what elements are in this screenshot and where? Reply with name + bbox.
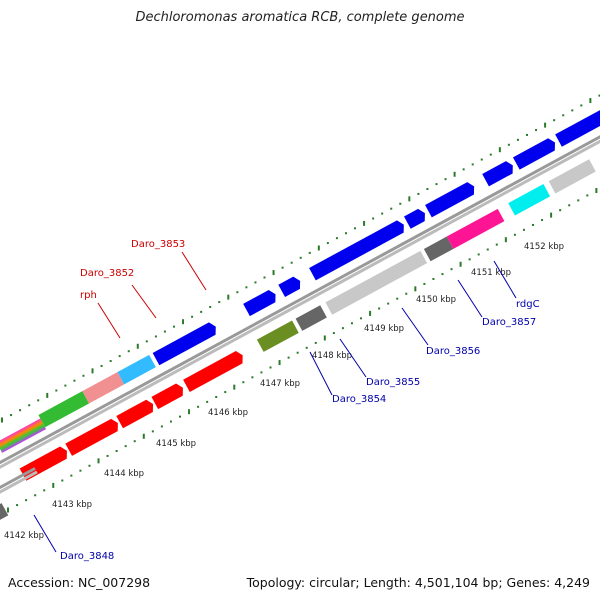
gene-green bbox=[38, 391, 90, 428]
gene-magenta bbox=[446, 208, 505, 249]
forward-genes bbox=[0, 109, 600, 453]
tick-label: 4152 kbp bbox=[524, 242, 564, 252]
gene-lightgrey-2 bbox=[548, 159, 596, 194]
map-title: Dechloromonas aromatica RCB, complete ge… bbox=[135, 10, 465, 25]
gene-red-5 bbox=[183, 351, 243, 392]
genome-summary-text: Topology: circular; Length: 4,501,104 bp… bbox=[246, 575, 590, 590]
kbp-labels: 4142 kbp 4143 kbp 4144 kbp 4145 kbp 4146… bbox=[4, 242, 564, 541]
gene-lightgrey bbox=[325, 250, 428, 315]
gene-olive bbox=[256, 320, 299, 352]
lower-segment bbox=[0, 467, 38, 541]
gene-multicolor bbox=[0, 418, 47, 453]
tick-dots bbox=[1, 94, 600, 513]
gene-label-daro3853: Daro_3853 bbox=[131, 239, 185, 250]
tick-label: 4146 kbp bbox=[208, 408, 248, 418]
gene-skyblue bbox=[117, 354, 156, 385]
genome-track bbox=[0, 109, 600, 481]
gene-darkgrey-2 bbox=[423, 236, 454, 262]
backbone-inner bbox=[0, 132, 600, 479]
gene-label-daro3855: Daro_3855 bbox=[366, 377, 420, 388]
tick-label: 4151 kbp bbox=[471, 268, 511, 278]
tick-label: 4148 kbp bbox=[312, 351, 352, 361]
tick-label: 4149 kbp bbox=[364, 324, 404, 334]
gene-red-4 bbox=[151, 383, 183, 410]
gene-red-3 bbox=[116, 399, 154, 429]
gene-red-2 bbox=[65, 418, 118, 456]
reverse-genes bbox=[19, 159, 596, 481]
gene-label-daro3854: Daro_3854 bbox=[332, 394, 386, 405]
gene-darkgrey-1 bbox=[295, 305, 327, 331]
gene-red-1 bbox=[19, 446, 67, 481]
accession-text: Accession: NC_007298 bbox=[8, 575, 151, 590]
gene-label-rdgc: rdgC bbox=[516, 299, 540, 310]
tick-label: 4150 kbp bbox=[416, 295, 456, 305]
gene-blue-g bbox=[555, 109, 600, 147]
gene-label-daro3856: Daro_3856 bbox=[426, 346, 480, 357]
gene-label-daro3852: Daro_3852 bbox=[80, 268, 134, 279]
gene-blue-d bbox=[425, 182, 475, 218]
gene-salmon bbox=[82, 372, 125, 404]
tick-label: 4147 kbp bbox=[260, 379, 300, 389]
gene-label-daro3848: Daro_3848 bbox=[60, 551, 114, 562]
leader-lines bbox=[33, 251, 517, 553]
gene-cyan bbox=[508, 184, 551, 216]
gene-labels: Daro_3853 Daro_3852 rph Daro_3854 Daro_3… bbox=[60, 239, 540, 562]
gene-blue-f bbox=[512, 138, 555, 170]
gene-blue-3856 bbox=[309, 220, 404, 281]
tick-label: 4143 kbp bbox=[52, 500, 92, 510]
gene-blue-c bbox=[404, 208, 425, 229]
gene-blue-e bbox=[482, 161, 513, 187]
tick-label: 4142 kbp bbox=[4, 531, 44, 541]
gene-blue-b bbox=[278, 276, 301, 298]
gene-blue-3853 bbox=[152, 322, 216, 366]
tick-label: 4144 kbp bbox=[104, 469, 144, 479]
gene-label-daro3857: Daro_3857 bbox=[482, 317, 536, 328]
tick-label: 4145 kbp bbox=[156, 439, 196, 449]
gene-label-rph: rph bbox=[80, 290, 97, 301]
backbone-outer bbox=[0, 128, 600, 476]
gene-blue-a bbox=[243, 289, 276, 317]
